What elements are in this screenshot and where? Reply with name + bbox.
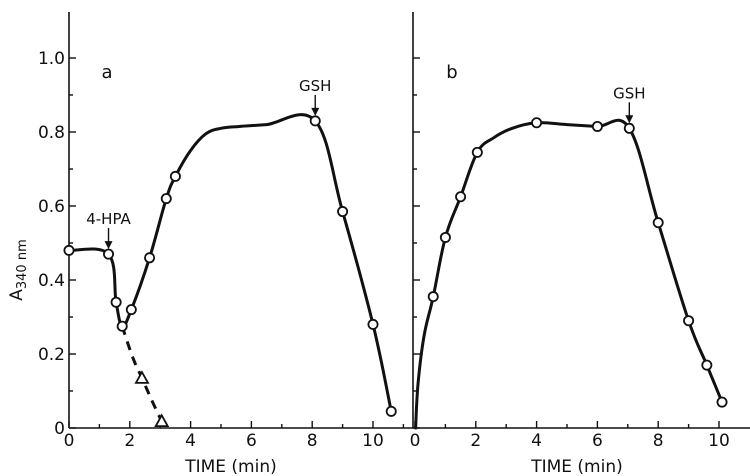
y-tick-label: 0 <box>54 419 65 439</box>
data-point <box>125 304 137 316</box>
x-tick-label: 4 <box>531 431 542 451</box>
data-point <box>103 248 115 260</box>
annotation-label: 4-HPA <box>86 210 131 228</box>
series-line <box>414 118 724 430</box>
data-point <box>427 291 439 303</box>
x-tick-label: 10 <box>708 431 730 451</box>
annotation-arrow-head <box>625 115 634 124</box>
data-point <box>309 115 321 127</box>
data-point <box>591 120 603 132</box>
x-tick-label: 2 <box>470 431 481 451</box>
x-tick-label: 8 <box>653 431 664 451</box>
y-tick-label: 0.6 <box>38 197 65 217</box>
y-tick-label: 1.0 <box>38 49 65 69</box>
annotation-label: GSH <box>613 84 645 102</box>
y-axis-label: A340 nm <box>7 239 30 301</box>
x-tick-label: 0 <box>410 431 421 451</box>
data-point <box>144 252 156 264</box>
data-point <box>385 405 397 417</box>
annotation-label: GSH <box>299 77 331 95</box>
data-point <box>701 359 713 371</box>
data-point <box>439 231 451 243</box>
y-tick-label: 0.8 <box>38 123 65 143</box>
panel-label: a <box>101 62 112 83</box>
x-axis-label: TIME (min) <box>184 457 277 476</box>
annotation-arrow-head <box>311 107 320 116</box>
data-point <box>716 396 728 408</box>
y-tick-label: 0.4 <box>38 271 65 291</box>
series-line <box>67 113 393 413</box>
x-tick-label: 2 <box>124 431 135 451</box>
x-tick-label: 6 <box>246 431 257 451</box>
x-axis-label: TIME (min) <box>530 457 623 476</box>
data-point <box>531 117 543 129</box>
data-point <box>116 320 128 332</box>
x-tick-label: 4 <box>185 431 196 451</box>
data-point <box>337 206 349 218</box>
data-point <box>683 315 695 327</box>
annotation-arrow-head <box>104 241 113 250</box>
data-point <box>455 191 467 203</box>
x-tick-label: 0 <box>64 431 75 451</box>
x-tick-label: 8 <box>307 431 318 451</box>
data-point <box>471 146 483 158</box>
data-point <box>160 193 172 205</box>
panel-b: 0 2 4 6 8 10 TIME (min) b GSH <box>410 12 750 476</box>
data-point <box>367 318 379 330</box>
data-point <box>169 170 181 182</box>
data-point <box>652 217 664 229</box>
y-tick-label: 0.2 <box>38 345 65 365</box>
data-point <box>63 244 75 256</box>
panel-label: b <box>446 62 457 83</box>
data-point <box>623 122 635 134</box>
data-point <box>110 296 122 308</box>
data-point-triangle <box>134 370 150 384</box>
x-tick-label: 10 <box>362 431 384 451</box>
panel-a: A340 nm 0 2 4 6 8 10 0 0.2 0.4 0.6 0.8 1.0 TIME (min… <box>7 12 413 476</box>
x-tick-label: 6 <box>592 431 603 451</box>
data-point-triangle <box>154 413 170 428</box>
